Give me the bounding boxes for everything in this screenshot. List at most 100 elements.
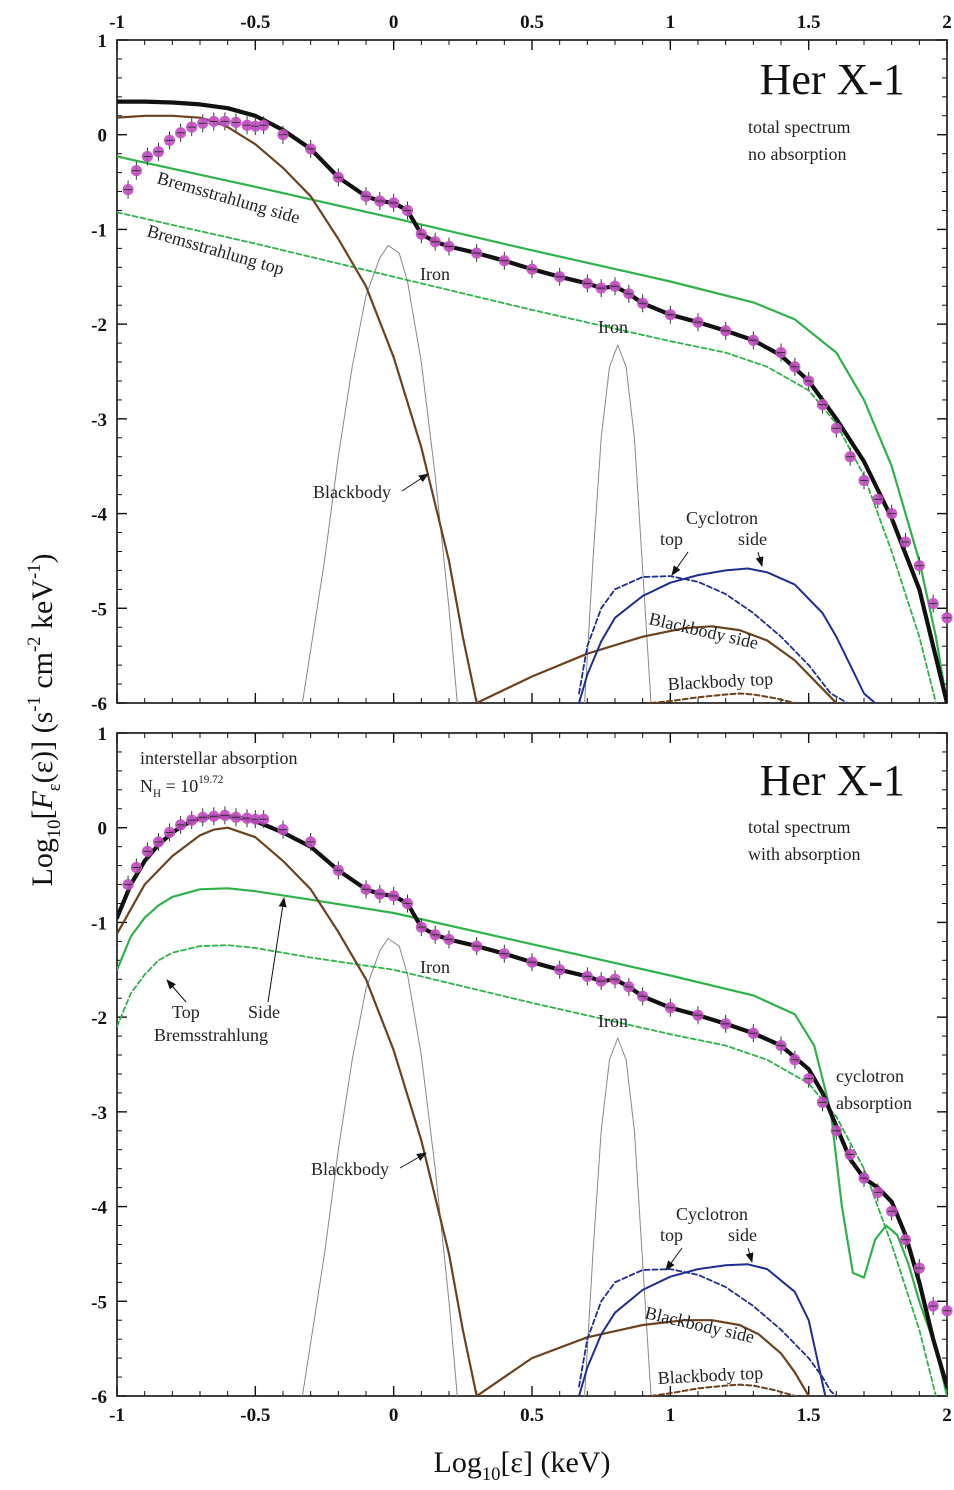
data-point xyxy=(720,322,731,340)
y-tick-label: 0 xyxy=(98,819,108,840)
label-bremsstrahlung-top: Bremsstrahlung top xyxy=(145,221,287,279)
data-point xyxy=(526,953,537,971)
y-tick-label: -6 xyxy=(91,1387,107,1408)
y-tick-label: -5 xyxy=(91,1292,107,1313)
data-point xyxy=(582,274,593,292)
data-point xyxy=(637,987,648,1005)
panel-subtitle-line-1: total spectrum xyxy=(748,117,850,137)
label-bremsstrahlung: Bremsstrahlung xyxy=(154,1025,268,1045)
label-iron-1: Iron xyxy=(420,957,450,977)
panel-no-absorption: -1 -0.5 0 0.5 1 1.5 2 1 0 -1 -2 -3 -4 -5 -6 Her X-1 t… xyxy=(91,12,952,715)
y-axis-label: Log10[Fε(ε)] (s-1 cm-2 keV-1) xyxy=(24,554,65,887)
series-bb-side xyxy=(477,1320,809,1396)
x-tick-label: 2 xyxy=(942,1405,952,1426)
label-blackbody-side: Blackbody side xyxy=(647,608,760,653)
x-tick-labels-bottom: -1 -0.5 0 0.5 1 1.5 2 xyxy=(109,1405,952,1426)
label-cyclotron-absorption-2: absorption xyxy=(836,1093,912,1113)
series-brems-top xyxy=(117,212,936,703)
data-point xyxy=(374,885,385,903)
y-tick-label: -4 xyxy=(91,505,107,526)
x-tick-labels-top: -1 -0.5 0 0.5 1 1.5 2 xyxy=(109,12,952,33)
x-tick-label: 0.5 xyxy=(520,12,544,33)
data-point xyxy=(928,1297,939,1315)
label-cyclotron-absorption-1: cyclotron xyxy=(836,1066,904,1086)
data-point xyxy=(186,811,197,829)
plot-frame xyxy=(117,40,947,703)
panel-title: Her X-1 xyxy=(760,55,905,104)
x-tick-label: 0 xyxy=(389,1405,399,1426)
data-point xyxy=(665,306,676,324)
label-cyclotron: Cyclotron xyxy=(686,508,758,528)
label-iron-1: Iron xyxy=(420,264,450,284)
label-blackbody: Blackbody xyxy=(311,1159,389,1179)
y-tick-labels: 1 0 -1 -2 -3 -4 -5 -6 xyxy=(91,724,107,1408)
data-point xyxy=(941,1302,952,1320)
label-iron-2: Iron xyxy=(598,317,628,337)
data-point xyxy=(499,945,510,963)
data-point xyxy=(208,807,219,825)
data-point xyxy=(219,806,230,824)
data-point xyxy=(748,1024,759,1042)
x-tick-label: -1 xyxy=(109,12,125,33)
x-axis-label: Log10[ε] (keV) xyxy=(434,1446,611,1485)
data-point xyxy=(164,131,175,149)
data-point xyxy=(333,861,344,879)
label-blackbody-side: Blackbody side xyxy=(643,1302,756,1347)
x-tick-label: 1 xyxy=(666,12,676,33)
label-iron-2: Iron xyxy=(598,1011,628,1031)
data-point xyxy=(197,808,208,826)
data-point xyxy=(692,313,703,331)
label-nh: NH = 1019.72 xyxy=(140,774,223,800)
data-point xyxy=(554,268,565,286)
label-side: Side xyxy=(248,1002,280,1022)
data-point xyxy=(845,448,856,466)
x-tick-label: 2 xyxy=(942,12,952,33)
data-points xyxy=(122,806,952,1319)
label-blackbody-top: Blackbody top xyxy=(667,669,773,694)
data-point xyxy=(775,1037,786,1055)
data-point xyxy=(374,192,385,210)
data-point xyxy=(122,181,133,199)
y-tick-label: -3 xyxy=(91,1103,107,1124)
data-point xyxy=(665,999,676,1017)
data-point xyxy=(208,112,219,130)
data-points xyxy=(122,112,952,626)
data-point xyxy=(596,972,607,990)
x-tick-label: -1 xyxy=(109,1405,125,1426)
data-point xyxy=(637,294,648,312)
arrow-blackbody xyxy=(402,474,428,491)
x-tick-label: 0 xyxy=(389,12,399,33)
arrow-cyclotron-side xyxy=(758,552,762,566)
arrow-cyclotron-side xyxy=(748,1248,752,1262)
arrow-blackbody xyxy=(400,1153,426,1168)
data-point xyxy=(692,1006,703,1024)
data-point xyxy=(175,124,186,142)
label-bremsstrahlung-side: Bremsstrahlung side xyxy=(155,168,302,228)
panel-title: Her X-1 xyxy=(760,756,905,805)
data-point xyxy=(886,1202,897,1220)
data-point xyxy=(748,331,759,349)
arrow-top xyxy=(167,980,186,1002)
series-bb-main xyxy=(117,116,477,703)
data-point xyxy=(609,970,620,988)
data-point xyxy=(360,187,371,205)
series-brems-side xyxy=(117,157,947,704)
series-iron2 xyxy=(585,345,651,703)
data-point xyxy=(623,978,634,996)
data-point xyxy=(554,961,565,979)
data-point xyxy=(131,162,142,180)
y-tick-label: -4 xyxy=(91,1198,107,1219)
label-cyclotron-top: top xyxy=(660,529,683,549)
panel-subtitle-line-1: total spectrum xyxy=(748,817,850,837)
y-tick-label: -5 xyxy=(91,599,107,620)
data-point xyxy=(471,937,482,955)
x-tick-label: -0.5 xyxy=(240,1405,270,1426)
y-tick-label: -3 xyxy=(91,410,107,431)
data-point xyxy=(388,194,399,212)
data-point xyxy=(122,876,133,894)
data-point xyxy=(941,609,952,627)
series-iron2 xyxy=(585,1038,651,1396)
data-point xyxy=(360,880,371,898)
x-tick-label: 1.5 xyxy=(797,12,821,33)
